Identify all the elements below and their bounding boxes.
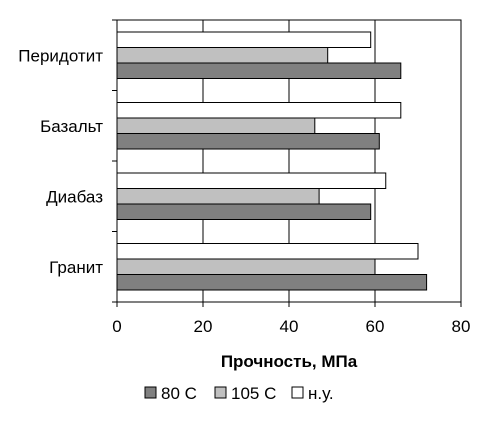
legend-label: 80 С bbox=[161, 384, 197, 403]
bar-Гранит-105С bbox=[116, 258, 376, 275]
bars bbox=[116, 31, 428, 291]
bar-Диабаз-80С bbox=[116, 203, 372, 220]
bar-Базальт-80С bbox=[116, 133, 380, 150]
legend-swatch bbox=[144, 386, 157, 399]
y-axis: Гранит Диабаз Базальт Перидотит bbox=[18, 19, 117, 303]
x-axis: 0 20 40 60 80 bbox=[112, 302, 470, 336]
bar-Перидотит-105С bbox=[116, 47, 329, 64]
bar-Гранит-н.у. bbox=[116, 243, 419, 260]
category-label: Гранит bbox=[49, 258, 103, 277]
legend-swatch bbox=[214, 386, 227, 399]
bar-Перидотит-80С bbox=[116, 62, 402, 79]
x-axis-title: Прочность, МПа bbox=[221, 352, 358, 371]
bar-Диабаз-н.у. bbox=[116, 172, 387, 189]
legend-label: н.у. bbox=[308, 384, 334, 403]
x-tick-label: 60 bbox=[366, 317, 385, 336]
legend-label: 105 С bbox=[231, 384, 276, 403]
category-label: Базальт bbox=[40, 117, 103, 136]
x-tick-label: 20 bbox=[194, 317, 213, 336]
x-tick-label: 40 bbox=[280, 317, 299, 336]
bar-Перидотит-н.у. bbox=[116, 31, 372, 48]
bar-Гранит-80С bbox=[116, 274, 428, 291]
legend-swatch bbox=[291, 386, 304, 399]
x-tick-label: 0 bbox=[112, 317, 121, 336]
bar-Диабаз-105С bbox=[116, 188, 320, 205]
x-tick-label: 80 bbox=[452, 317, 471, 336]
bar-Базальт-н.у. bbox=[116, 102, 402, 119]
bar-Базальт-105С bbox=[116, 117, 316, 134]
legend: 80 С 105 С н.у. bbox=[144, 384, 334, 403]
category-label: Перидотит bbox=[18, 46, 103, 65]
category-label: Диабаз bbox=[46, 187, 103, 206]
